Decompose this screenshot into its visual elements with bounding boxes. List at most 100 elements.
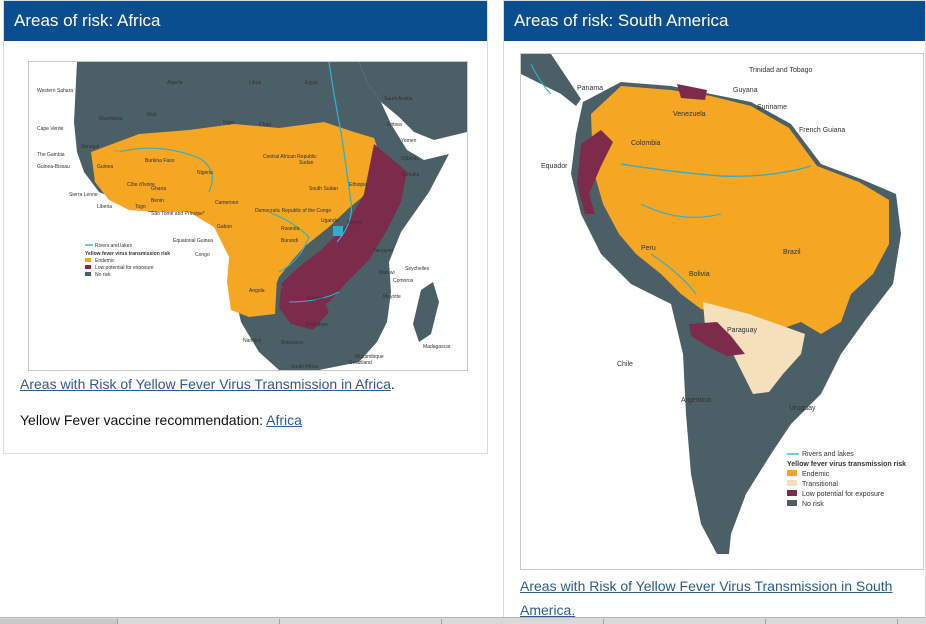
africa-card: Areas of risk: Africa Ri	[3, 0, 488, 454]
label-eritrea: Eritrea	[387, 122, 402, 128]
label-saudi-arabia: Saudi Arabia	[384, 96, 413, 102]
label-egypt: Egypt	[305, 80, 318, 86]
label-venezuela: Venezuela	[673, 111, 706, 118]
label-madagascar: Madagascar	[423, 344, 451, 350]
taskbar	[0, 617, 926, 624]
label-malawi: Malawi	[379, 270, 395, 276]
label-uganda: Uganda	[321, 218, 339, 224]
label-sierra-leone: Sierra Leone	[69, 192, 98, 198]
label-zambia: Zambia	[307, 296, 324, 302]
taskbar-segment[interactable]	[604, 619, 766, 624]
label-namibia: Namibia	[243, 338, 262, 344]
label-rwanda: Rwanda	[281, 226, 300, 232]
label-botswana: Botswana	[281, 340, 303, 346]
label-yemen: Yemen	[401, 138, 417, 144]
label-gambia: The Gambia	[37, 152, 65, 158]
south-america-header: Areas of risk: South America	[504, 1, 925, 41]
africa-risk-link[interactable]: Areas with Risk of Yellow Fever Virus Tr…	[20, 376, 391, 392]
label-liberia: Liberia	[97, 204, 112, 210]
taskbar-segment[interactable]	[280, 619, 442, 624]
south-america-map: Rivers and lakes Yellow fever virus tran…	[520, 53, 924, 570]
africa-legend-title: Yellow fever virus transmission risk	[85, 251, 170, 257]
label-congo: Congo	[195, 252, 210, 258]
sa-legend-rivers: Rivers and lakes	[802, 451, 854, 458]
label-algeria: Algeria	[167, 80, 183, 86]
africa-legend-endemic: Endemic	[95, 258, 115, 264]
label-zimbabwe: Zimbabwe	[305, 322, 328, 328]
label-french-guiana: French Guiana	[799, 127, 845, 134]
label-sudan: Sudan	[299, 160, 314, 166]
africa-rec-link[interactable]: Africa	[266, 412, 302, 428]
label-djibouti: Djibouti	[401, 156, 418, 162]
label-ghana: Ghana	[151, 186, 166, 192]
taskbar-segment[interactable]	[118, 619, 280, 624]
label-cameroon: Cameroon	[215, 200, 239, 206]
label-burkina-faso: Burkina Faso	[145, 158, 175, 164]
label-argentina: Argentina	[681, 397, 711, 404]
label-nigeria: Nigeria	[197, 170, 213, 176]
africa-map: Rivers and lakes Yellow fever virus tran…	[28, 61, 468, 371]
label-bolivia: Bolivia	[689, 271, 710, 278]
label-guinea-bissau: Guinea-Bissau	[37, 164, 70, 170]
taskbar-segment[interactable]	[442, 619, 604, 624]
taskbar-segment[interactable]	[766, 619, 898, 624]
label-ethiopia: Ethiopia	[349, 182, 367, 188]
africa-rec-prefix: Yellow Fever vaccine recommendation:	[20, 412, 267, 428]
africa-link-suffix: .	[390, 376, 395, 392]
label-chile: Chile	[617, 361, 633, 368]
south-america-card: Areas of risk: South America Rivers and …	[503, 0, 926, 624]
sa-legend-low: Low potential for exposure	[802, 491, 884, 498]
label-peru: Peru	[641, 245, 656, 252]
label-benin: Benin	[151, 198, 164, 204]
africa-legend-none: No risk	[95, 272, 111, 278]
africa-legend-low: Low potential for exposure	[95, 265, 154, 271]
label-gabon: Gabon	[217, 224, 232, 230]
label-seychelles: Seychelles	[405, 266, 430, 272]
label-south-africa: South Africa	[291, 364, 318, 370]
label-somalia: Somalia	[401, 172, 419, 178]
label-mali: Mali	[147, 112, 156, 118]
label-panama: Panama	[577, 85, 603, 92]
label-eq-guinea: Equatorial Guinea	[173, 238, 213, 244]
label-senegal: Senegal	[81, 144, 99, 150]
africa-header: Areas of risk: Africa	[4, 1, 487, 41]
label-cape-verde: Cape Verde	[37, 126, 64, 132]
label-comoros: Comoros	[393, 278, 414, 284]
label-sao-tome: São Tomé and Príncipe*	[151, 211, 205, 217]
label-niger: Niger	[223, 120, 235, 126]
label-cote-divoire: Côte d'Ivoire	[127, 182, 155, 188]
label-mozambique: Mozambique	[355, 354, 384, 360]
label-uruguay: Uruguay	[789, 405, 816, 412]
south-america-map-svg: Rivers and lakes Yellow fever virus tran…	[521, 54, 923, 569]
label-angola: Angola	[249, 288, 265, 294]
label-trinidad: Trinidad and Tobago	[749, 67, 813, 74]
africa-link-line: Areas with Risk of Yellow Fever Virus Tr…	[20, 376, 395, 392]
label-paraguay: Paraguay	[727, 327, 757, 334]
africa-map-svg: Rivers and lakes Yellow fever virus tran…	[29, 62, 467, 370]
label-mayotte: Mayotte	[383, 294, 401, 300]
label-suriname: Suriname	[757, 104, 787, 111]
africa-recommendation: Yellow Fever vaccine recommendation: Afr…	[20, 412, 302, 428]
south-america-risk-link[interactable]: Areas with Risk of Yellow Fever Virus Tr…	[520, 578, 893, 618]
label-kenya: Kenya	[347, 220, 361, 226]
label-swaziland: Swaziland	[349, 360, 372, 366]
africa-legend-rivers: Rivers and lakes	[95, 243, 132, 249]
label-chad: Chad	[259, 122, 271, 128]
label-mauritania: Mauritania	[99, 116, 123, 122]
label-burundi: Burundi	[281, 238, 298, 244]
label-tanzania: Tanzania	[373, 248, 393, 254]
label-guinea: Guinea	[97, 164, 113, 170]
label-south-sudan: South Sudan	[309, 186, 338, 192]
label-car: Central African Republic	[263, 154, 317, 160]
label-brazil: Brazil	[783, 249, 801, 256]
taskbar-segment[interactable]	[0, 619, 118, 624]
label-western-sahara: Western Sahara	[37, 88, 73, 94]
sa-legend-none: No risk	[802, 501, 824, 508]
sa-legend-title: Yellow fever virus transmission risk	[787, 461, 906, 468]
label-libya: Libya	[249, 80, 261, 86]
sa-legend-endemic: Endemic	[802, 471, 830, 478]
label-togo: Togo	[135, 204, 146, 210]
label-ecuador: Equador	[541, 163, 568, 170]
sa-legend-transitional: Transitional	[802, 481, 838, 488]
label-guyana: Guyana	[733, 87, 758, 94]
